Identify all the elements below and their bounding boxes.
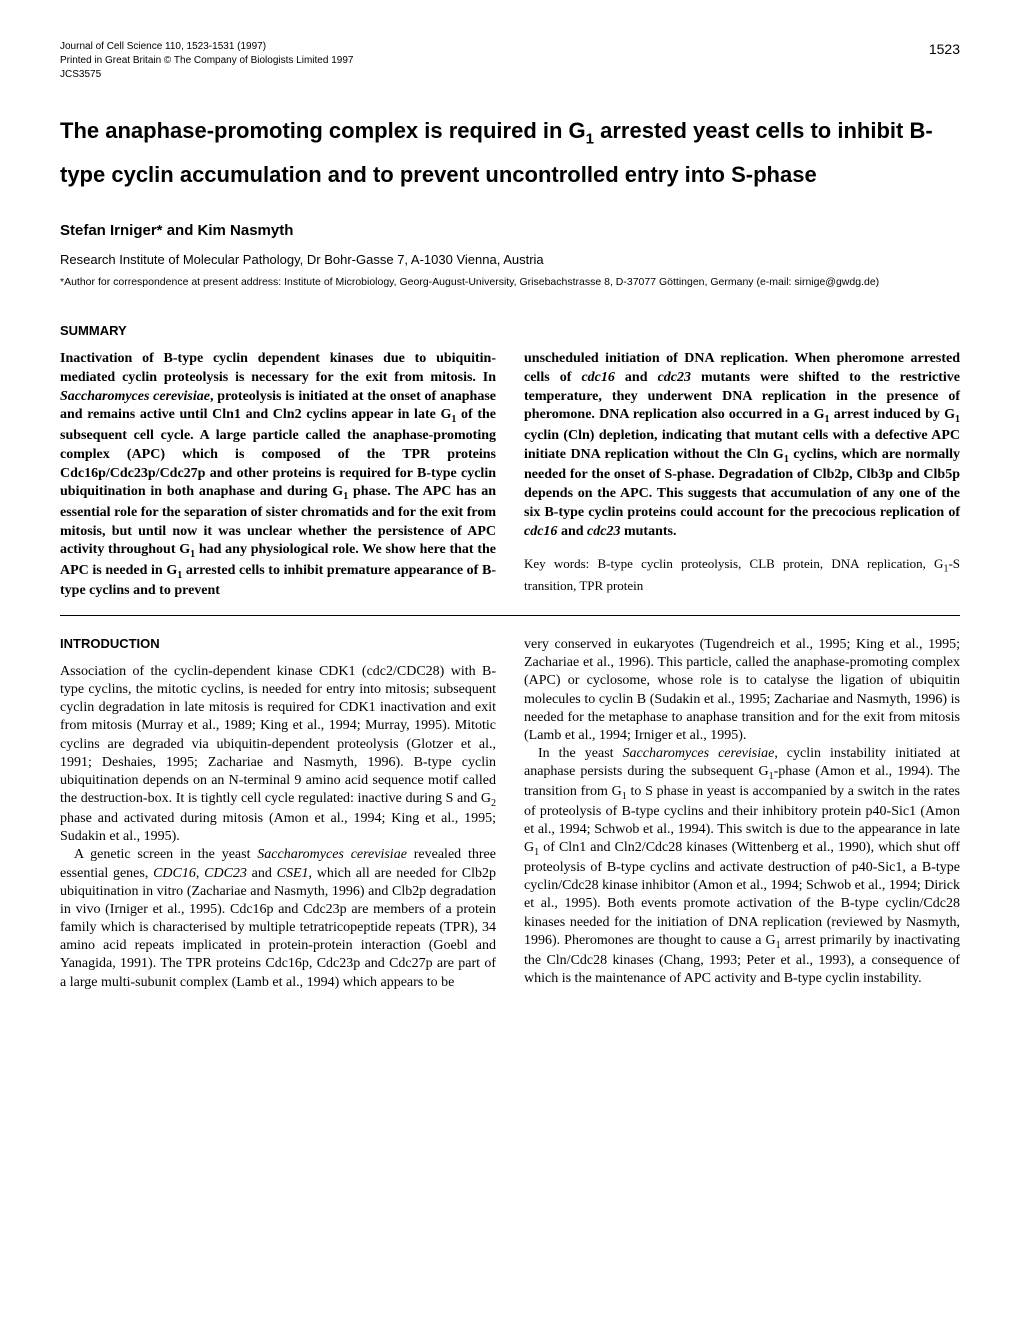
- section-divider: [60, 615, 960, 616]
- intro-paragraph-1: Association of the cyclin-dependent kina…: [60, 663, 496, 846]
- intro-paragraph-2: A genetic screen in the yeast Saccharomy…: [60, 846, 496, 992]
- keywords: Key words: B-type cyclin proteolysis, CL…: [524, 555, 960, 594]
- intro-paragraph-4: In the yeast Saccharomyces cerevisiae, c…: [524, 745, 960, 988]
- affiliation: Research Institute of Molecular Patholog…: [60, 251, 960, 269]
- summary-section: Inactivation of B-type cyclin dependent …: [60, 350, 960, 601]
- journal-header: Journal of Cell Science 110, 1523-1531 (…: [60, 40, 960, 82]
- journal-info-line1: Journal of Cell Science 110, 1523-1531 (…: [60, 40, 960, 54]
- summary-heading: SUMMARY: [60, 322, 960, 340]
- correspondence: *Author for correspondence at present ad…: [60, 275, 960, 290]
- introduction-heading: INTRODUCTION: [60, 636, 496, 653]
- intro-paragraph-3: very conserved in eukaryotes (Tugendreic…: [524, 636, 960, 745]
- introduction-section: INTRODUCTION Association of the cyclin-d…: [60, 636, 960, 992]
- intro-left-column: INTRODUCTION Association of the cyclin-d…: [60, 636, 496, 992]
- summary-right-column: unscheduled initiation of DNA replicatio…: [524, 350, 960, 601]
- page-number: 1523: [929, 40, 960, 60]
- journal-info-line3: JCS3575: [60, 68, 960, 82]
- summary-right-text: unscheduled initiation of DNA replicatio…: [524, 350, 960, 542]
- summary-left-column: Inactivation of B-type cyclin dependent …: [60, 350, 496, 601]
- authors: Stefan Irniger* and Kim Nasmyth: [60, 220, 960, 241]
- journal-info-line2: Printed in Great Britain © The Company o…: [60, 54, 960, 68]
- article-title: The anaphase-promoting complex is requir…: [60, 110, 960, 196]
- intro-right-column: very conserved in eukaryotes (Tugendreic…: [524, 636, 960, 992]
